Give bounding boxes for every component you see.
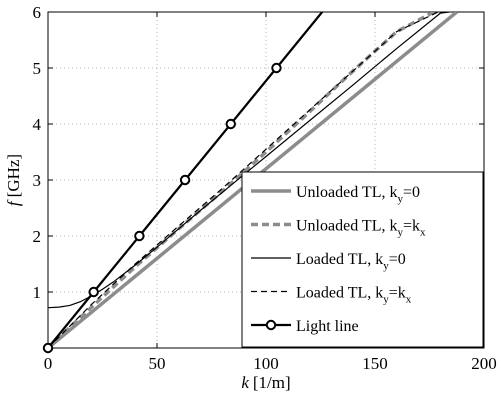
legend-label-sub2: x bbox=[406, 294, 412, 306]
series-line-2 bbox=[48, 12, 450, 309]
y-axis-unit: [GHz] bbox=[4, 154, 23, 197]
legend-label-2: Loaded TL, ky=0 bbox=[296, 251, 406, 272]
x-tick-label: 50 bbox=[149, 354, 166, 373]
legend-label-sub2: x bbox=[420, 227, 426, 239]
y-tick-label: 1 bbox=[33, 283, 42, 302]
x-axis-label: k [1/m] bbox=[241, 373, 290, 392]
light-line-marker bbox=[134, 230, 145, 242]
legend-label-tail: =k bbox=[389, 285, 406, 302]
legend-box bbox=[241, 171, 484, 348]
light-line-marker bbox=[271, 62, 282, 74]
legend-label-tail: =0 bbox=[403, 184, 420, 201]
y-axis-variable: f bbox=[4, 199, 23, 206]
legend-label-main: Light line bbox=[296, 318, 359, 335]
legend-label-sub: y bbox=[397, 227, 403, 239]
marker-group bbox=[42, 62, 282, 354]
legend-label-main: Loaded TL, k bbox=[296, 251, 383, 268]
x-tick-label: 100 bbox=[253, 354, 279, 373]
legend-label-3: Loaded TL, ky=kx bbox=[296, 285, 412, 306]
x-tick-labels: 0 50 100 150 200 bbox=[44, 354, 497, 373]
y-tick-label: 5 bbox=[33, 59, 42, 78]
light-line-marker bbox=[88, 286, 99, 298]
legend-label-0: Unloaded TL, ky=0 bbox=[296, 184, 420, 205]
series-line-3 bbox=[48, 12, 439, 348]
legend-label-sub: y bbox=[397, 193, 403, 205]
legend-marker bbox=[265, 319, 277, 331]
legend-label-tail: =k bbox=[403, 218, 420, 235]
x-tick-label: 0 bbox=[44, 354, 53, 373]
legend-label-sub: y bbox=[383, 294, 389, 306]
x-axis-unit: [1/m] bbox=[253, 373, 291, 392]
y-tick-label: 6 bbox=[33, 3, 42, 22]
x-tick-label: 200 bbox=[471, 354, 497, 373]
x-tick-label: 150 bbox=[362, 354, 388, 373]
y-tick-label: 4 bbox=[33, 115, 42, 134]
x-axis-variable: k bbox=[241, 373, 249, 392]
legend-label-main: Unloaded TL, k bbox=[296, 184, 397, 201]
legend-label-tail: =0 bbox=[389, 251, 406, 268]
light-line-marker bbox=[179, 174, 191, 186]
legend-label-4: Light line bbox=[296, 318, 359, 335]
legend-label-sub: y bbox=[383, 260, 389, 272]
legend-label-main: Unloaded TL, k bbox=[296, 218, 397, 235]
y-tick-label: 3 bbox=[33, 171, 42, 190]
y-axis-label: f [GHz] bbox=[4, 154, 23, 206]
legend-label-1: Unloaded TL, ky=kx bbox=[296, 218, 426, 239]
light-line-marker bbox=[42, 342, 54, 354]
light-line-marker bbox=[225, 118, 236, 130]
legend-label-main: Loaded TL, k bbox=[296, 285, 383, 302]
y-tick-label: 2 bbox=[33, 227, 42, 246]
y-tick-labels: 1 2 3 4 5 6 bbox=[33, 3, 42, 302]
